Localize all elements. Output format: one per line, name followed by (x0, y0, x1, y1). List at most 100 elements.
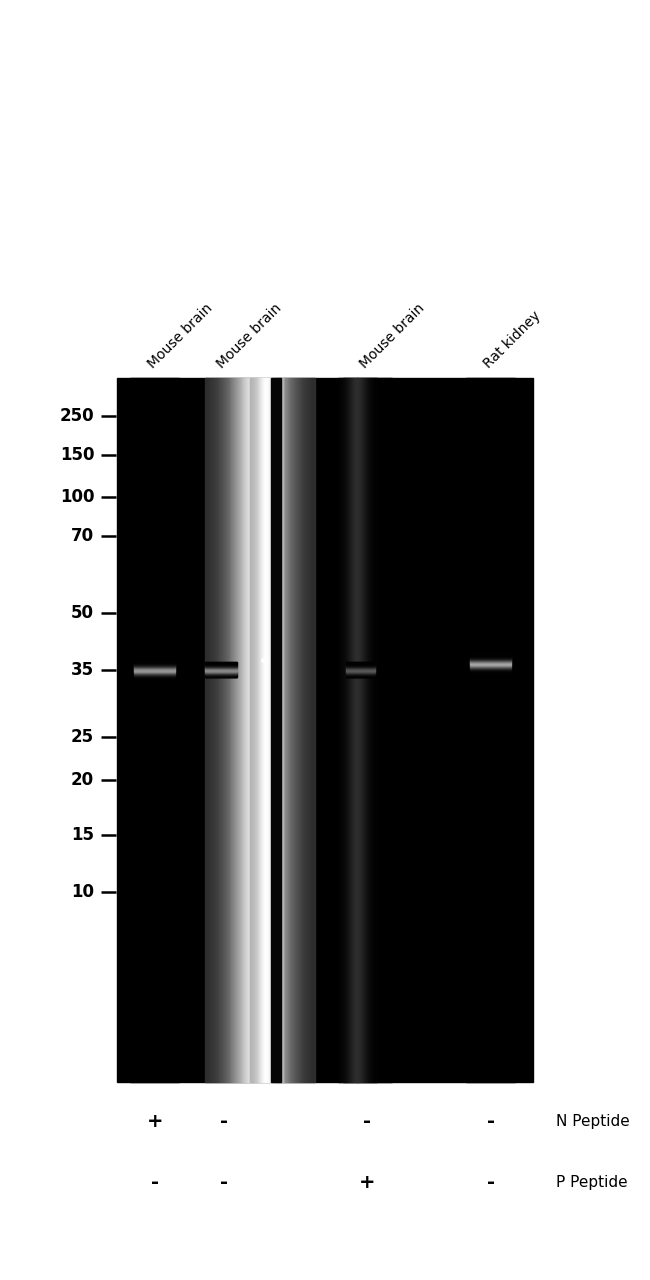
Bar (213, 378, 214, 1082)
Bar (305, 378, 306, 1082)
Text: -: - (151, 1174, 159, 1192)
Bar (269, 378, 270, 1082)
Bar (224, 378, 225, 1082)
Bar (278, 378, 280, 1082)
Bar (251, 378, 252, 1082)
Bar (369, 378, 370, 1082)
Bar (283, 378, 284, 1082)
Bar (255, 378, 256, 1082)
Text: Mouse brain: Mouse brain (358, 301, 428, 371)
Bar (281, 378, 282, 1082)
Bar (233, 378, 234, 1082)
Bar (306, 378, 307, 1082)
Bar (375, 378, 376, 1082)
Bar (229, 378, 231, 1082)
Bar (271, 378, 272, 1082)
Bar (282, 378, 283, 1082)
Bar (245, 378, 246, 1082)
Bar (259, 378, 260, 1082)
Bar (372, 378, 373, 1082)
Bar (256, 378, 257, 1082)
Text: +: + (359, 1174, 376, 1192)
Bar (117, 378, 533, 1082)
Text: -: - (363, 1112, 371, 1130)
Bar (275, 378, 276, 1082)
Bar (222, 378, 223, 1082)
Bar (274, 378, 275, 1082)
Bar (262, 378, 263, 1082)
Bar (350, 378, 352, 1082)
Bar (207, 378, 209, 1082)
Text: 35: 35 (71, 660, 94, 678)
Bar (358, 378, 359, 1082)
Bar (212, 378, 213, 1082)
Bar (366, 378, 367, 1082)
Bar (260, 378, 261, 1082)
Text: N Peptide: N Peptide (556, 1114, 629, 1129)
Bar (287, 378, 289, 1082)
Bar (346, 378, 348, 1082)
Bar (299, 378, 300, 1082)
Bar (237, 378, 238, 1082)
Bar (338, 378, 339, 1082)
Bar (215, 378, 216, 1082)
Bar (313, 378, 315, 1082)
Bar (280, 378, 281, 1082)
Bar (277, 378, 278, 1082)
Bar (287, 378, 288, 1082)
Bar (310, 378, 311, 1082)
Bar (364, 378, 365, 1082)
Bar (304, 378, 305, 1082)
Bar (286, 378, 287, 1082)
Bar (373, 378, 374, 1082)
Bar (243, 378, 244, 1082)
Bar (244, 378, 245, 1082)
Bar (271, 378, 281, 1082)
Bar (253, 378, 254, 1082)
Bar (309, 378, 310, 1082)
Bar (239, 378, 240, 1082)
Text: Mouse brain: Mouse brain (145, 301, 215, 371)
Bar (293, 378, 294, 1082)
Bar (258, 378, 259, 1082)
Text: 10: 10 (72, 882, 94, 901)
Bar (240, 378, 242, 1082)
Bar (264, 378, 265, 1082)
Bar (363, 378, 364, 1082)
Bar (354, 378, 356, 1082)
Bar (270, 378, 271, 1082)
Bar (272, 378, 273, 1082)
Text: Mouse brain: Mouse brain (214, 301, 285, 371)
Bar (247, 378, 248, 1082)
Bar (257, 378, 258, 1082)
Text: 50: 50 (72, 604, 94, 622)
Bar (370, 378, 371, 1082)
Bar (302, 378, 304, 1082)
Bar (294, 378, 295, 1082)
Text: 70: 70 (71, 527, 94, 545)
Bar (342, 378, 343, 1082)
Bar (348, 378, 350, 1082)
Text: -: - (487, 1112, 495, 1130)
Bar (359, 378, 360, 1082)
Bar (209, 378, 211, 1082)
Bar (292, 378, 293, 1082)
Bar (248, 378, 249, 1082)
Bar (356, 378, 358, 1082)
Bar (352, 378, 354, 1082)
Bar (223, 378, 224, 1082)
Bar (252, 378, 253, 1082)
Bar (238, 378, 239, 1082)
Bar (284, 378, 285, 1082)
Bar (242, 378, 243, 1082)
Bar (371, 378, 372, 1082)
Text: 15: 15 (72, 826, 94, 845)
Bar (250, 378, 251, 1082)
Bar (365, 378, 366, 1082)
Bar (231, 378, 233, 1082)
Bar (227, 378, 228, 1082)
Bar (220, 378, 221, 1082)
Bar (339, 378, 340, 1082)
Bar (218, 378, 220, 1082)
Bar (254, 378, 255, 1082)
